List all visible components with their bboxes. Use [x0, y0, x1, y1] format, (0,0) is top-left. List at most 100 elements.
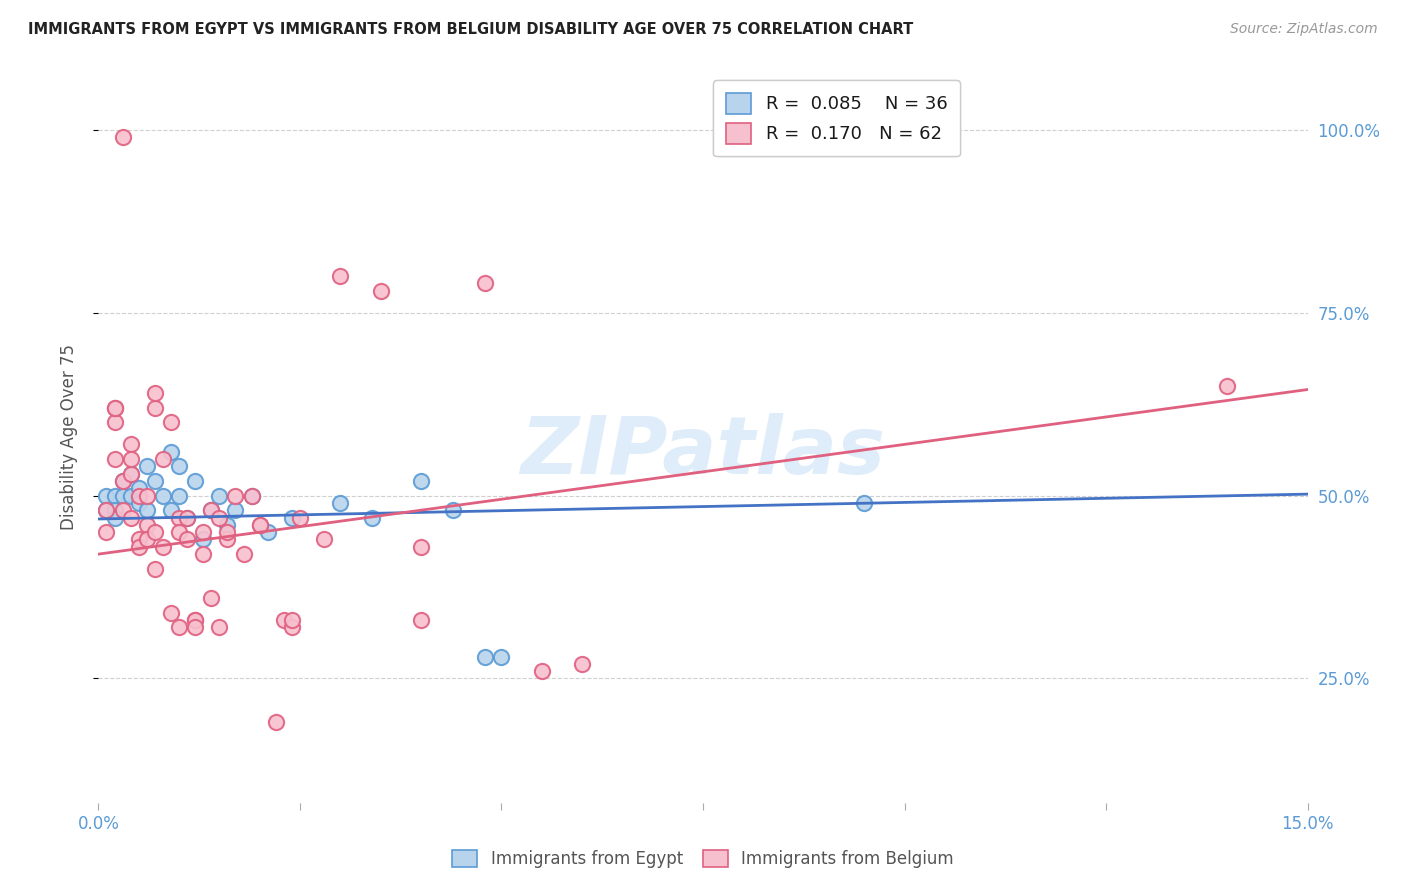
Point	[103, 489, 125, 503]
Point	[329, 269, 352, 284]
Point	[184, 620, 207, 634]
Point	[135, 517, 157, 532]
Point	[128, 496, 150, 510]
Point	[96, 525, 118, 540]
Point	[96, 503, 118, 517]
Point	[96, 489, 118, 503]
Point	[103, 510, 125, 524]
Legend: Immigrants from Egypt, Immigrants from Belgium: Immigrants from Egypt, Immigrants from B…	[446, 843, 960, 875]
Point	[474, 649, 496, 664]
Point	[232, 547, 254, 561]
Point	[143, 525, 166, 540]
Point	[111, 474, 134, 488]
Point	[409, 474, 432, 488]
Point	[143, 562, 166, 576]
Point	[193, 533, 215, 547]
Point	[120, 467, 142, 481]
Point	[571, 657, 593, 671]
Point	[853, 496, 876, 510]
Point	[128, 540, 150, 554]
Point	[120, 437, 142, 451]
Point	[111, 489, 134, 503]
Point	[135, 489, 157, 503]
Point	[441, 503, 464, 517]
Point	[111, 503, 134, 517]
Point	[167, 620, 190, 634]
Y-axis label: Disability Age Over 75: Disability Age Over 75	[59, 344, 77, 530]
Point	[530, 664, 553, 678]
Point	[217, 533, 239, 547]
Point	[256, 525, 278, 540]
Point	[409, 613, 432, 627]
Point	[103, 503, 125, 517]
Point	[111, 474, 134, 488]
Point	[152, 489, 174, 503]
Point	[167, 489, 190, 503]
Point	[128, 533, 150, 547]
Point	[314, 533, 336, 547]
Point	[193, 525, 215, 540]
Point	[217, 517, 239, 532]
Point	[281, 620, 304, 634]
Point	[249, 517, 271, 532]
Point	[128, 481, 150, 495]
Point	[128, 489, 150, 503]
Point	[249, 517, 271, 532]
Point	[208, 620, 231, 634]
Point	[1216, 379, 1239, 393]
Point	[224, 503, 246, 517]
Point	[224, 489, 246, 503]
Point	[176, 533, 198, 547]
Text: Source: ZipAtlas.com: Source: ZipAtlas.com	[1230, 22, 1378, 37]
Point	[96, 503, 118, 517]
Point	[120, 452, 142, 467]
Point	[160, 444, 183, 458]
Point	[240, 489, 263, 503]
Point	[200, 591, 222, 605]
Point	[135, 533, 157, 547]
Point	[143, 474, 166, 488]
Point	[103, 416, 125, 430]
Point	[103, 401, 125, 415]
Point	[120, 467, 142, 481]
Point	[103, 452, 125, 467]
Point	[200, 503, 222, 517]
Point	[361, 510, 384, 524]
Point	[120, 510, 142, 524]
Point	[167, 510, 190, 524]
Point	[281, 613, 304, 627]
Point	[184, 613, 207, 627]
Point	[273, 613, 295, 627]
Point	[370, 284, 392, 298]
Point	[152, 540, 174, 554]
Point	[409, 540, 432, 554]
Point	[200, 503, 222, 517]
Point	[288, 510, 311, 524]
Point	[120, 489, 142, 503]
Point	[193, 547, 215, 561]
Point	[264, 715, 287, 730]
Point	[176, 510, 198, 524]
Text: ZIPatlas: ZIPatlas	[520, 413, 886, 491]
Point	[167, 459, 190, 474]
Point	[208, 510, 231, 524]
Legend: R =  0.085    N = 36, R =  0.170   N = 62: R = 0.085 N = 36, R = 0.170 N = 62	[713, 80, 960, 156]
Point	[167, 525, 190, 540]
Point	[208, 489, 231, 503]
Point	[240, 489, 263, 503]
Point	[160, 503, 183, 517]
Point	[176, 510, 198, 524]
Point	[135, 459, 157, 474]
Point	[281, 510, 304, 524]
Point	[217, 525, 239, 540]
Point	[474, 277, 496, 291]
Point	[184, 474, 207, 488]
Point	[152, 452, 174, 467]
Point	[111, 130, 134, 145]
Point	[103, 401, 125, 415]
Point	[143, 401, 166, 415]
Point	[160, 416, 183, 430]
Text: IMMIGRANTS FROM EGYPT VS IMMIGRANTS FROM BELGIUM DISABILITY AGE OVER 75 CORRELAT: IMMIGRANTS FROM EGYPT VS IMMIGRANTS FROM…	[28, 22, 914, 37]
Point	[491, 649, 513, 664]
Point	[329, 496, 352, 510]
